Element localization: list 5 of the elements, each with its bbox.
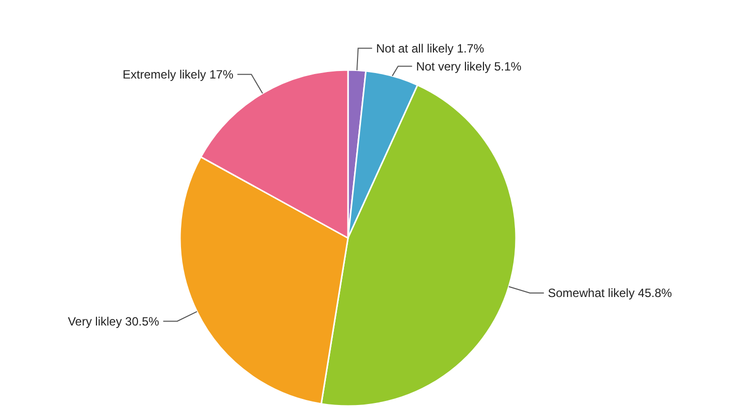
slice-label: Extremely likely 17% (122, 68, 234, 82)
slice-label: Not at all likely 1.7% (376, 41, 485, 56)
slice-label: Somewhat likely 45.8% (548, 286, 672, 300)
slice-label: Very likley 30.5% (68, 314, 160, 328)
slice-label: Not very likely 5.1% (416, 59, 522, 74)
